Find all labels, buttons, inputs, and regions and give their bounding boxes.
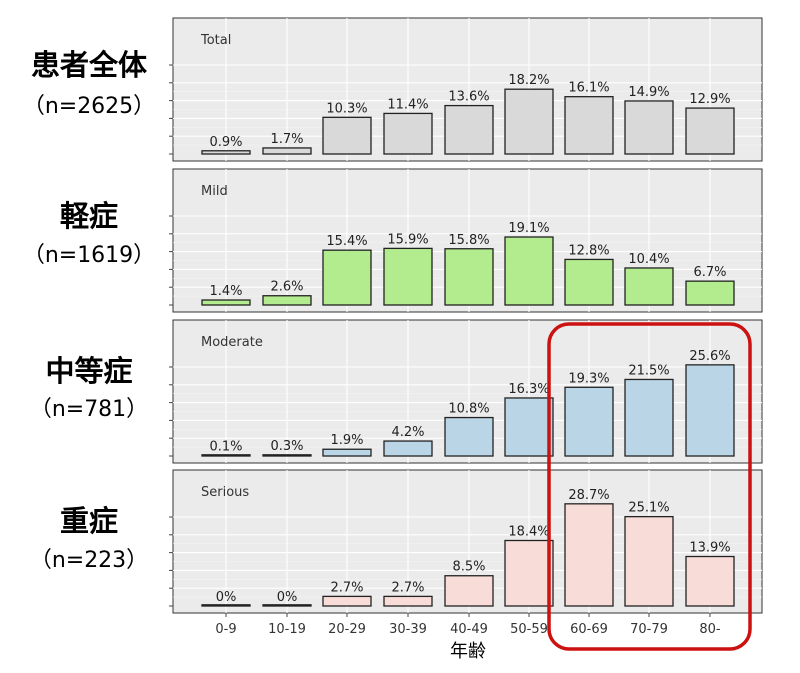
data-label: 11.4% <box>387 97 428 112</box>
highlight-box <box>547 322 752 651</box>
data-label: 2.7% <box>330 580 363 595</box>
data-label: 15.9% <box>387 232 428 247</box>
bar <box>624 515 674 607</box>
data-label: 13.9% <box>689 541 730 556</box>
data-label: 13.6% <box>448 90 489 105</box>
data-label: 4.2% <box>391 425 424 440</box>
data-label: 28.7% <box>568 488 609 503</box>
data-label: 18.4% <box>508 524 549 539</box>
panel-title: Mild <box>201 184 228 199</box>
bar <box>201 604 251 607</box>
data-label: 15.8% <box>448 233 489 248</box>
bar <box>504 236 554 306</box>
bar <box>504 397 554 457</box>
data-label: 16.3% <box>508 382 549 397</box>
group-sample-size: （n=223） <box>29 548 149 573</box>
data-label: 10.4% <box>628 252 669 267</box>
bar <box>624 378 674 457</box>
data-label: 15.4% <box>326 234 367 249</box>
data-label: 0% <box>216 590 237 605</box>
bar <box>383 595 433 607</box>
data-label: 10.3% <box>326 101 367 116</box>
data-label: 25.1% <box>628 501 669 516</box>
bar <box>383 440 433 457</box>
bar <box>685 107 735 155</box>
x-tick-label: 20-29 <box>328 622 366 637</box>
group-title: 中等症 <box>45 354 133 388</box>
bar <box>685 555 735 607</box>
bar <box>262 295 312 306</box>
bar <box>262 604 312 607</box>
x-tick-label: 60-69 <box>570 622 608 637</box>
bar <box>201 454 251 457</box>
data-label: 21.5% <box>628 363 669 378</box>
bar <box>383 247 433 306</box>
group-sample-size: （n=2625） <box>22 94 156 119</box>
group-title: 軽症 <box>59 199 118 233</box>
data-label: 1.4% <box>209 284 242 299</box>
bar <box>262 147 312 155</box>
x-tick-label: 70-79 <box>630 622 668 637</box>
data-label: 8.5% <box>452 560 485 575</box>
data-label: 16.1% <box>568 81 609 96</box>
group-sample-size: （n=1619） <box>22 243 156 268</box>
bar <box>564 258 614 306</box>
bar <box>624 267 674 306</box>
data-label: 19.3% <box>568 371 609 386</box>
x-tick-label: 80- <box>699 622 721 637</box>
x-tick-label: 30-39 <box>389 622 427 637</box>
data-label: 2.7% <box>391 580 424 595</box>
data-label: 12.9% <box>689 92 730 107</box>
bar <box>564 96 614 155</box>
bar <box>322 116 372 155</box>
data-label: 19.1% <box>508 221 549 236</box>
panel-title: Moderate <box>201 335 263 350</box>
bar <box>504 539 554 607</box>
data-label: 6.7% <box>693 265 726 280</box>
data-label: 0.9% <box>209 135 242 150</box>
bar <box>624 100 674 155</box>
group-sample-size: （n=781） <box>29 397 149 422</box>
bar <box>322 249 372 306</box>
data-label: 0.3% <box>270 439 303 454</box>
bar <box>262 454 312 457</box>
panel-title: Serious <box>201 485 249 500</box>
data-label: 18.2% <box>508 73 549 88</box>
x-axis-label: 年齢 <box>450 641 486 662</box>
data-label: 1.7% <box>270 132 303 147</box>
x-tick-label: 40-49 <box>450 622 488 637</box>
data-label: 0% <box>277 590 298 605</box>
group-title: 重症 <box>59 504 118 538</box>
bar <box>444 104 494 155</box>
bar <box>201 299 251 306</box>
bar <box>201 150 251 155</box>
bar <box>685 280 735 306</box>
group-title: 患者全体 <box>30 48 147 82</box>
data-label: 2.6% <box>270 280 303 295</box>
data-label: 1.9% <box>330 433 363 448</box>
bar <box>322 595 372 607</box>
data-label: 25.6% <box>689 349 730 364</box>
data-label: 14.9% <box>628 85 669 100</box>
panel-title: Total <box>200 33 231 48</box>
data-label: 10.8% <box>448 402 489 417</box>
x-tick-label: 50-59 <box>510 622 548 637</box>
data-label: 12.8% <box>568 243 609 258</box>
x-tick-label: 0-9 <box>215 622 236 637</box>
bar <box>383 112 433 155</box>
bar <box>685 364 735 457</box>
bar <box>504 88 554 155</box>
bar <box>322 448 372 457</box>
bar <box>444 416 494 457</box>
data-label: 0.1% <box>209 440 242 455</box>
bar <box>444 248 494 306</box>
bar <box>564 503 614 607</box>
bar <box>564 386 614 457</box>
bar <box>444 575 494 607</box>
x-tick-label: 10-19 <box>268 622 306 637</box>
